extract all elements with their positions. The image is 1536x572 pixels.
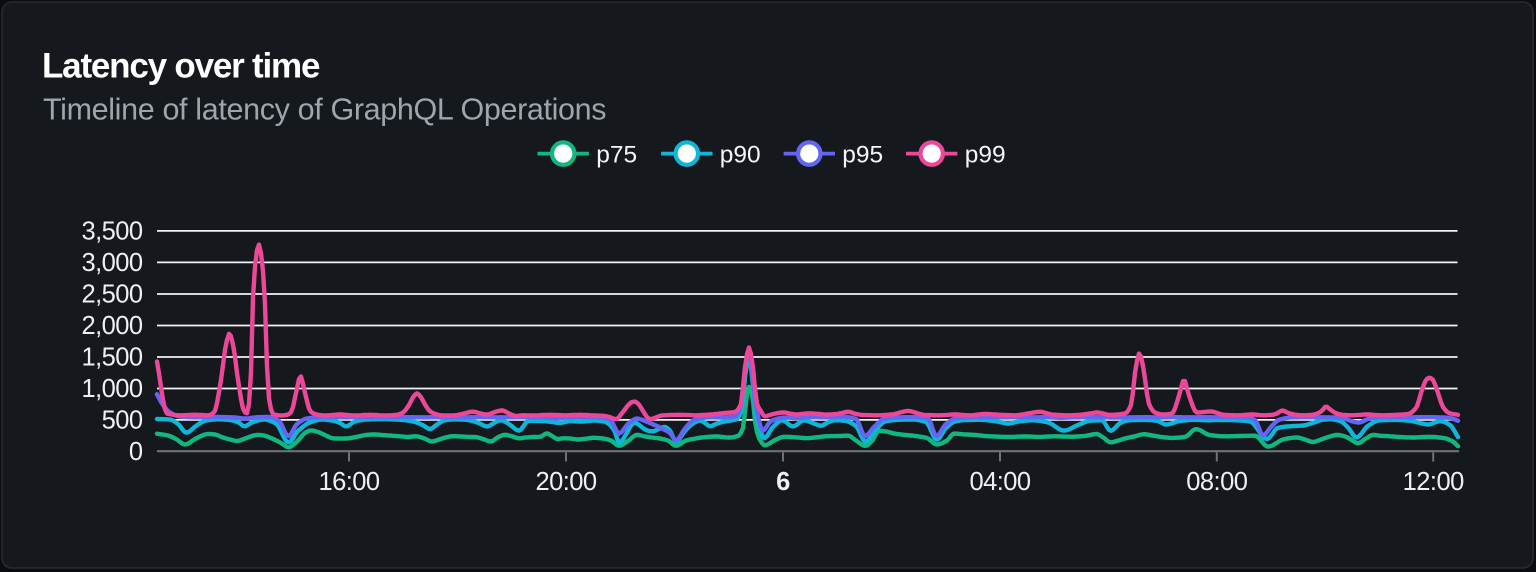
svg-text:1,000: 1,000 <box>81 375 142 403</box>
svg-text:20:00: 20:00 <box>535 468 596 496</box>
svg-text:04:00: 04:00 <box>969 468 1030 496</box>
svg-text:p95: p95 <box>842 141 883 168</box>
svg-text:p75: p75 <box>596 141 637 168</box>
svg-text:08:00: 08:00 <box>1186 468 1247 496</box>
svg-text:0: 0 <box>129 438 143 466</box>
svg-text:12:00: 12:00 <box>1403 468 1464 496</box>
svg-text:p90: p90 <box>720 141 761 168</box>
svg-text:2,500: 2,500 <box>81 281 142 309</box>
svg-text:500: 500 <box>102 407 143 435</box>
svg-text:1,500: 1,500 <box>81 344 142 372</box>
svg-text:3,500: 3,500 <box>81 218 142 246</box>
svg-text:2,000: 2,000 <box>81 312 142 340</box>
svg-text:3,000: 3,000 <box>81 249 142 277</box>
svg-text:Latency over time: Latency over time <box>42 47 320 86</box>
svg-text:Timeline of latency of GraphQL: Timeline of latency of GraphQL Operation… <box>43 93 606 127</box>
svg-text:6: 6 <box>776 468 790 496</box>
svg-text:16:00: 16:00 <box>318 468 379 496</box>
svg-text:p99: p99 <box>965 141 1006 168</box>
